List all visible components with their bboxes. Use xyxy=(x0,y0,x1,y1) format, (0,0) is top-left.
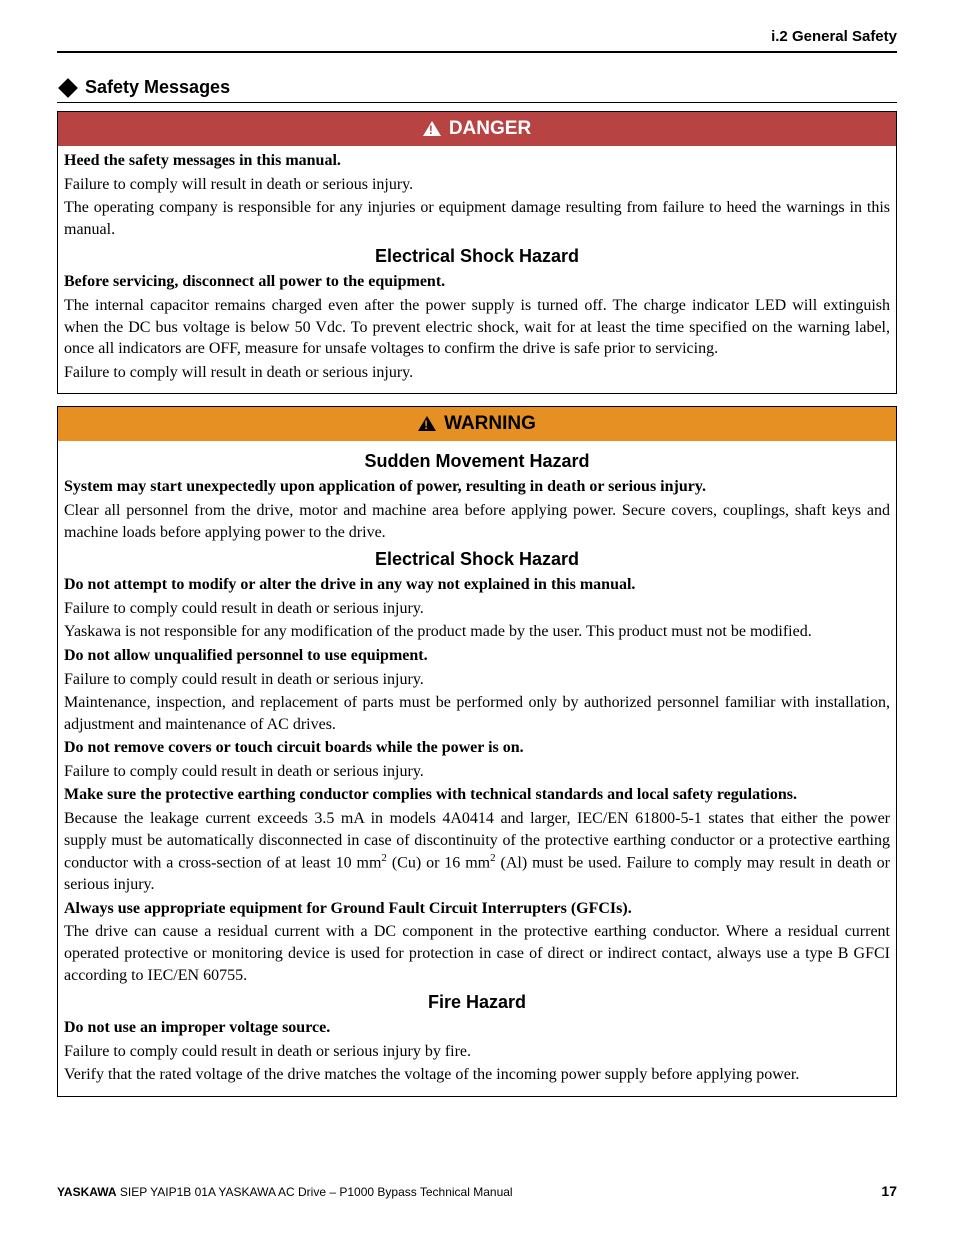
warning-shock-heading: Electrical Shock Hazard xyxy=(64,549,890,570)
warning-cov-bold: Do not remove covers or touch circuit bo… xyxy=(64,737,890,759)
warning-banner-text: WARNING xyxy=(444,413,536,435)
danger-shock-bold: Before servicing, disconnect all power t… xyxy=(64,271,890,293)
warning-sudden-heading: Sudden Movement Hazard xyxy=(64,451,890,472)
footer-doc: YASKAWA SIEP YAIP1B 01A YASKAWA AC Drive… xyxy=(57,1185,513,1199)
footer-brand: YASKAWA xyxy=(57,1185,117,1199)
warning-earth-bold: Make sure the protective earthing conduc… xyxy=(64,784,890,806)
warning-unq-body1: Failure to comply could result in death … xyxy=(64,669,890,691)
warning-fire-heading: Fire Hazard xyxy=(64,992,890,1013)
page-header: i.2 General Safety xyxy=(57,28,897,53)
danger-shock-body1: The internal capacitor remains charged e… xyxy=(64,295,890,360)
warning-sudden-bold: System may start unexpectedly upon appli… xyxy=(64,476,890,498)
warning-box: WARNING Sudden Movement Hazard System ma… xyxy=(57,406,897,1097)
section-title: Safety Messages xyxy=(85,77,230,98)
danger-shock-heading: Electrical Shock Hazard xyxy=(64,246,890,267)
warning-cov-body: Failure to comply could result in death … xyxy=(64,761,890,783)
footer-page-number: 17 xyxy=(881,1183,897,1199)
danger-heed-bold: Heed the safety messages in this manual. xyxy=(64,150,890,172)
warning-banner: WARNING xyxy=(58,407,896,441)
danger-heed-body2: The operating company is responsible for… xyxy=(64,197,890,240)
danger-body: Heed the safety messages in this manual.… xyxy=(58,146,896,393)
warning-body: Sudden Movement Hazard System may start … xyxy=(58,441,896,1096)
danger-banner: DANGER xyxy=(58,112,896,146)
warning-unq-bold: Do not allow unqualified personnel to us… xyxy=(64,645,890,667)
warning-gfci-body: The drive can cause a residual current w… xyxy=(64,921,890,986)
page-footer: YASKAWA SIEP YAIP1B 01A YASKAWA AC Drive… xyxy=(57,1183,897,1199)
alert-triangle-icon xyxy=(423,121,441,136)
danger-heed-body1: Failure to comply will result in death o… xyxy=(64,174,890,196)
danger-banner-text: DANGER xyxy=(449,118,531,140)
alert-triangle-icon xyxy=(418,416,436,431)
warning-earth-mid: (Cu) or 16 mm xyxy=(387,855,490,872)
footer-doc-text: SIEP YAIP1B 01A YASKAWA AC Drive – P1000… xyxy=(117,1185,513,1199)
danger-shock-body2: Failure to comply will result in death o… xyxy=(64,362,890,384)
warning-mod-bold: Do not attempt to modify or alter the dr… xyxy=(64,574,890,596)
warning-unq-body2: Maintenance, inspection, and replacement… xyxy=(64,692,890,735)
warning-fire-bold: Do not use an improper voltage source. xyxy=(64,1017,890,1039)
warning-fire-body2: Verify that the rated voltage of the dri… xyxy=(64,1064,890,1086)
warning-mod-body1: Failure to comply could result in death … xyxy=(64,598,890,620)
warning-mod-body2: Yaskawa is not responsible for any modif… xyxy=(64,621,890,643)
warning-fire-body1: Failure to comply could result in death … xyxy=(64,1041,890,1063)
danger-box: DANGER Heed the safety messages in this … xyxy=(57,111,897,394)
diamond-bullet-icon xyxy=(58,78,78,98)
warning-sudden-body: Clear all personnel from the drive, moto… xyxy=(64,500,890,543)
warning-gfci-bold: Always use appropriate equipment for Gro… xyxy=(64,898,890,920)
section-title-row: Safety Messages xyxy=(57,77,897,103)
warning-earth-body: Because the leakage current exceeds 3.5 … xyxy=(64,808,890,896)
